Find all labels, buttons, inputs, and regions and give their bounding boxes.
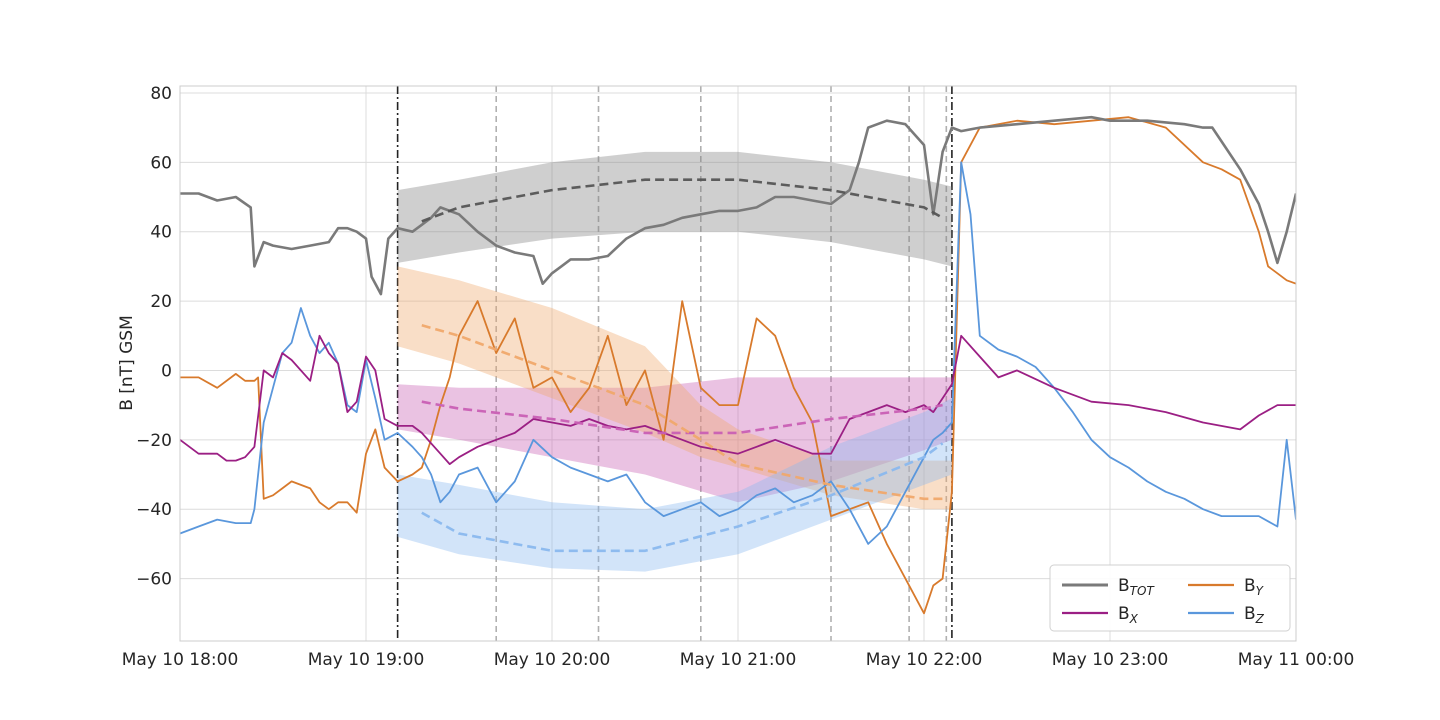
- legend-entry-sub: X: [1129, 612, 1139, 626]
- model-bands: [397, 151, 952, 572]
- legend-entry: BZ: [1244, 604, 1265, 626]
- legend-entry-sub: Z: [1255, 612, 1265, 626]
- legend-entry-base: B: [1118, 604, 1130, 624]
- mean-b-x: [421, 400, 943, 435]
- legend-entry-sub: TOT: [1130, 584, 1156, 598]
- legend-entry: BY: [1244, 576, 1265, 598]
- band-b-y: [397, 266, 952, 510]
- legend-entry-sub: Y: [1256, 584, 1265, 598]
- y-axis-ticks: 80 60 40 20 0 −20 −40 −60: [136, 84, 172, 590]
- legend-entry-base: B: [1244, 604, 1256, 624]
- x-tick-label: May 10 23:00: [1052, 650, 1169, 670]
- y-tick-label: −20: [136, 431, 172, 451]
- x-tick-label: May 10 18:00: [122, 650, 239, 670]
- y-tick-label: 0: [161, 361, 172, 381]
- legend-entry: BTOT: [1118, 576, 1155, 598]
- model-means: [421, 178, 944, 553]
- band-b-x: [397, 377, 952, 503]
- y-tick-label: −60: [136, 570, 172, 590]
- legend-entry: BX: [1118, 604, 1139, 626]
- plot-frame: [179, 85, 1297, 642]
- series-lines: [180, 115, 1296, 615]
- y-axis-label: B [nT] GSM: [117, 315, 137, 411]
- band-b-tot: [397, 151, 952, 267]
- legend-box: [1049, 564, 1291, 632]
- x-tick-label: May 10 22:00: [866, 650, 983, 670]
- y-tick-label: 40: [150, 223, 172, 243]
- legend-entry-base: B: [1244, 576, 1256, 596]
- x-tick-label: May 11 00:00: [1238, 650, 1355, 670]
- mean-b-tot: [421, 178, 944, 223]
- mean-b-z: [421, 442, 944, 553]
- y-tick-label: −40: [136, 500, 172, 520]
- y-tick-label: 20: [150, 292, 172, 312]
- mean-b-y: [421, 324, 943, 501]
- legend-entry-base: B: [1118, 576, 1130, 596]
- series-b-x: [180, 334, 1296, 465]
- series-b-tot: [180, 115, 1296, 296]
- y-tick-label: 80: [150, 84, 172, 104]
- x-tick-label: May 10 21:00: [680, 650, 797, 670]
- x-axis-ticks: May 10 18:00 May 10 19:00 May 10 20:00 May …: [122, 650, 1355, 670]
- x-tick-label: May 10 19:00: [308, 650, 425, 670]
- band-b-z: [397, 398, 952, 572]
- x-tick-label: May 10 20:00: [494, 650, 611, 670]
- y-tick-label: 60: [150, 153, 172, 173]
